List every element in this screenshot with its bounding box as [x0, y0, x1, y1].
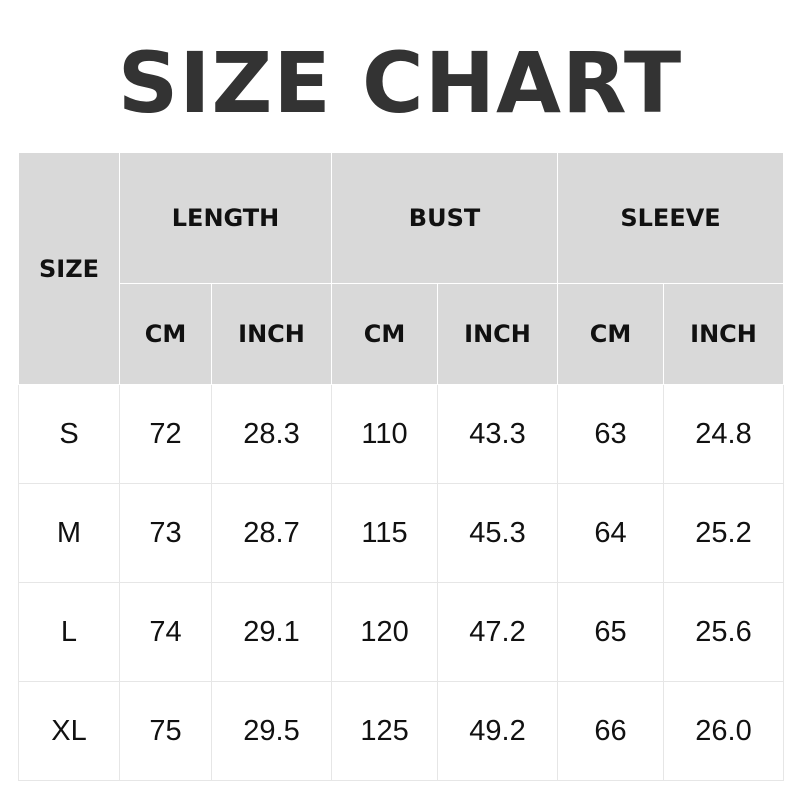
measurement-cell: 65 — [557, 582, 665, 682]
measurement-cell: 49.2 — [437, 681, 559, 781]
measurement-cell: 25.6 — [663, 582, 785, 682]
measurement-cell: 24.8 — [663, 384, 785, 484]
header-row-units: CM INCH CM INCH CM INCH — [19, 283, 785, 385]
measurement-cell: 125 — [331, 681, 439, 781]
header-unit: CM — [331, 283, 439, 385]
measurement-cell: 25.2 — [663, 483, 785, 583]
measurement-cell: 115 — [331, 483, 439, 583]
header-size: SIZE — [18, 152, 120, 385]
measurement-cell: 28.7 — [210, 483, 333, 583]
measurement-cell: 73 — [119, 483, 212, 583]
measurement-cell: 120 — [331, 582, 439, 682]
size-cell: S — [18, 384, 120, 484]
measurement-cell: 110 — [331, 384, 439, 484]
measurement-cell: 28.3 — [210, 384, 333, 484]
measurement-cell: 47.2 — [437, 582, 559, 682]
header-unit: INCH — [210, 283, 333, 385]
measurement-cell: 45.3 — [437, 483, 559, 583]
header-sleeve: SLEEVE — [557, 152, 785, 284]
measurement-cell: 72 — [119, 384, 212, 484]
header-unit: CM — [557, 283, 665, 385]
measurement-cell: 29.5 — [210, 681, 333, 781]
header-row-groups: SIZE LENGTH BUST SLEEVE — [18, 152, 785, 385]
table-row: M 73 28.7 115 45.3 64 25.2 — [18, 483, 785, 583]
table-row: L 74 29.1 120 47.2 65 25.6 — [18, 582, 785, 682]
measurement-cell: 43.3 — [437, 384, 559, 484]
size-cell: XL — [18, 681, 120, 781]
measurement-cell: 74 — [119, 582, 212, 682]
measurement-cell: 66 — [557, 681, 665, 781]
header-length: LENGTH — [118, 152, 333, 284]
measurement-cell: 64 — [557, 483, 665, 583]
table-row: XL 75 29.5 125 49.2 66 26.0 — [18, 681, 785, 781]
size-chart-table: SIZE LENGTH BUST SLEEVE CM INCH CM INCH … — [18, 152, 785, 781]
measurement-cell: 29.1 — [210, 582, 333, 682]
table-row: S 72 28.3 110 43.3 63 24.8 — [18, 384, 785, 484]
header-unit: INCH — [437, 283, 559, 385]
header-unit: CM — [119, 283, 212, 385]
header-bust: BUST — [331, 152, 559, 284]
page-title: SIZE CHART — [117, 34, 683, 132]
header-unit: INCH — [663, 283, 785, 385]
size-cell: M — [18, 483, 120, 583]
measurement-cell: 26.0 — [663, 681, 785, 781]
measurement-cell: 75 — [119, 681, 212, 781]
measurement-cell: 63 — [557, 384, 665, 484]
size-cell: L — [18, 582, 120, 682]
